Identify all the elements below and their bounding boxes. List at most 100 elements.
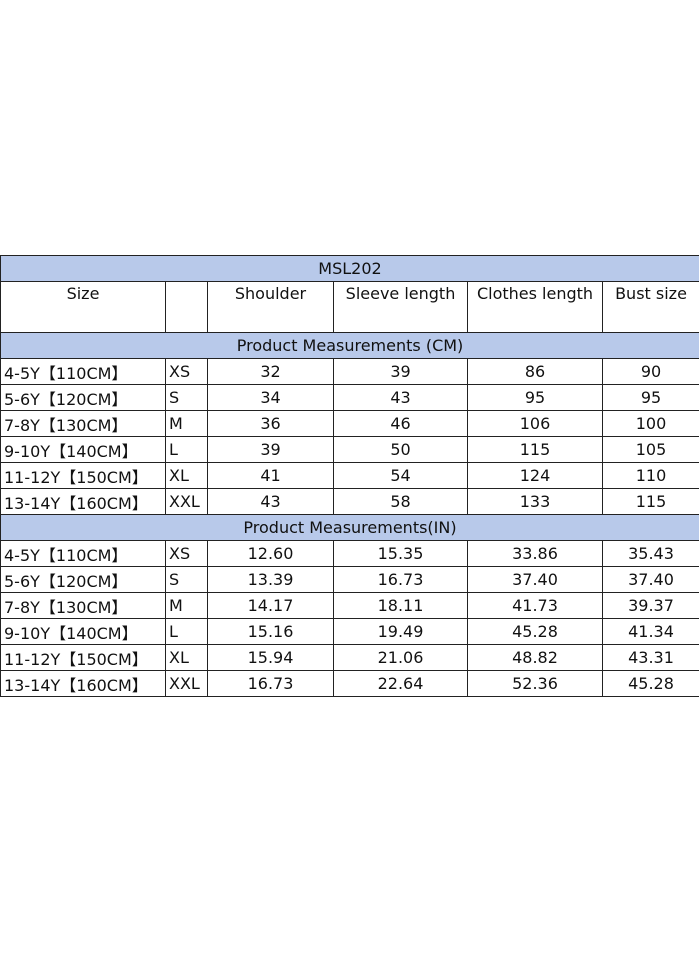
size-header: Size [0, 281, 166, 333]
data-row: 13-14Y【160CM】 XXL 43 58 133 115 [0, 488, 699, 515]
age-cell: 7-8Y【130CM】 [0, 410, 166, 437]
size-cell: S [165, 566, 208, 593]
size-cell: M [165, 410, 208, 437]
value-cell: 52.36 [467, 670, 603, 697]
value-cell: 39.37 [601, 592, 699, 619]
section-row: Product Measurements (CM) [0, 332, 699, 359]
value-cell: 46 [333, 410, 468, 437]
table-body: MSL202 Size Shoulder Sleeve length Clothes l… [0, 255, 699, 697]
size-cell: XXL [165, 488, 208, 515]
value-cell: 39 [207, 436, 334, 463]
column-header: Clothes length [467, 281, 603, 333]
data-row: 9-10Y【140CM】 L 39 50 115 105 [0, 436, 699, 463]
data-row: 4-5Y【110CM】 XS 12.60 15.35 33.86 35.43 [0, 540, 699, 567]
value-cell: 12.60 [207, 540, 334, 567]
value-cell: 43.31 [601, 644, 699, 671]
value-cell: 14.17 [207, 592, 334, 619]
section-title: Product Measurements (CM) [0, 332, 699, 359]
age-cell: 4-5Y【110CM】 [0, 358, 166, 385]
value-cell: 110 [601, 462, 699, 489]
size-cell: XXL [165, 670, 208, 697]
age-cell: 11-12Y【150CM】 [0, 462, 166, 489]
value-cell: 34 [207, 384, 334, 411]
value-cell: 90 [601, 358, 699, 385]
title-row: MSL202 [0, 255, 699, 282]
value-cell: 15.94 [207, 644, 334, 671]
value-cell: 115 [467, 436, 603, 463]
age-cell: 11-12Y【150CM】 [0, 644, 166, 671]
size-cell: XS [165, 540, 208, 567]
value-cell: 43 [333, 384, 468, 411]
data-row: 5-6Y【120CM】 S 34 43 95 95 [0, 384, 699, 411]
value-cell: 37.40 [601, 566, 699, 593]
column-header: Bust size [601, 281, 699, 333]
value-cell: 37.40 [467, 566, 603, 593]
empty-header [165, 281, 208, 333]
column-header: Sleeve length [333, 281, 468, 333]
age-cell: 13-14Y【160CM】 [0, 670, 166, 697]
data-row: 11-12Y【150CM】 XL 41 54 124 110 [0, 462, 699, 489]
value-cell: 45.28 [467, 618, 603, 645]
value-cell: 16.73 [333, 566, 468, 593]
section-row: Product Measurements(IN) [0, 514, 699, 541]
value-cell: 133 [467, 488, 603, 515]
value-cell: 43 [207, 488, 334, 515]
value-cell: 48.82 [467, 644, 603, 671]
size-cell: XL [165, 644, 208, 671]
value-cell: 19.49 [333, 618, 468, 645]
age-cell: 9-10Y【140CM】 [0, 618, 166, 645]
value-cell: 105 [601, 436, 699, 463]
value-cell: 41.73 [467, 592, 603, 619]
data-row: 11-12Y【150CM】 XL 15.94 21.06 48.82 43.31 [0, 644, 699, 671]
value-cell: 41.34 [601, 618, 699, 645]
value-cell: 16.73 [207, 670, 334, 697]
value-cell: 21.06 [333, 644, 468, 671]
age-cell: 9-10Y【140CM】 [0, 436, 166, 463]
value-cell: 22.64 [333, 670, 468, 697]
section-title: Product Measurements(IN) [0, 514, 699, 541]
value-cell: 15.35 [333, 540, 468, 567]
value-cell: 115 [601, 488, 699, 515]
size-cell: L [165, 436, 208, 463]
value-cell: 13.39 [207, 566, 334, 593]
data-row: 4-5Y【110CM】 XS 32 39 86 90 [0, 358, 699, 385]
age-cell: 5-6Y【120CM】 [0, 384, 166, 411]
table-title: MSL202 [0, 255, 699, 282]
data-row: 7-8Y【130CM】 M 14.17 18.11 41.73 39.37 [0, 592, 699, 619]
age-cell: 13-14Y【160CM】 [0, 488, 166, 515]
age-cell: 4-5Y【110CM】 [0, 540, 166, 567]
value-cell: 33.86 [467, 540, 603, 567]
value-cell: 18.11 [333, 592, 468, 619]
data-row: 9-10Y【140CM】 L 15.16 19.49 45.28 41.34 [0, 618, 699, 645]
data-row: 13-14Y【160CM】 XXL 16.73 22.64 52.36 45.28 [0, 670, 699, 697]
size-table: MSL202 Size Shoulder Sleeve length Clothes l… [0, 255, 699, 697]
value-cell: 41 [207, 462, 334, 489]
value-cell: 50 [333, 436, 468, 463]
value-cell: 100 [601, 410, 699, 437]
value-cell: 95 [601, 384, 699, 411]
age-cell: 5-6Y【120CM】 [0, 566, 166, 593]
value-cell: 15.16 [207, 618, 334, 645]
data-row: 7-8Y【130CM】 M 36 46 106 100 [0, 410, 699, 437]
value-cell: 54 [333, 462, 468, 489]
column-header: Shoulder [207, 281, 334, 333]
size-cell: XL [165, 462, 208, 489]
age-cell: 7-8Y【130CM】 [0, 592, 166, 619]
value-cell: 35.43 [601, 540, 699, 567]
value-cell: 58 [333, 488, 468, 515]
size-cell: XS [165, 358, 208, 385]
value-cell: 124 [467, 462, 603, 489]
value-cell: 86 [467, 358, 603, 385]
size-cell: S [165, 384, 208, 411]
value-cell: 95 [467, 384, 603, 411]
value-cell: 106 [467, 410, 603, 437]
header-row: Size Shoulder Sleeve length Clothes length B… [0, 281, 699, 333]
size-cell: M [165, 592, 208, 619]
value-cell: 36 [207, 410, 334, 437]
value-cell: 32 [207, 358, 334, 385]
value-cell: 45.28 [601, 670, 699, 697]
size-cell: L [165, 618, 208, 645]
data-row: 5-6Y【120CM】 S 13.39 16.73 37.40 37.40 [0, 566, 699, 593]
value-cell: 39 [333, 358, 468, 385]
